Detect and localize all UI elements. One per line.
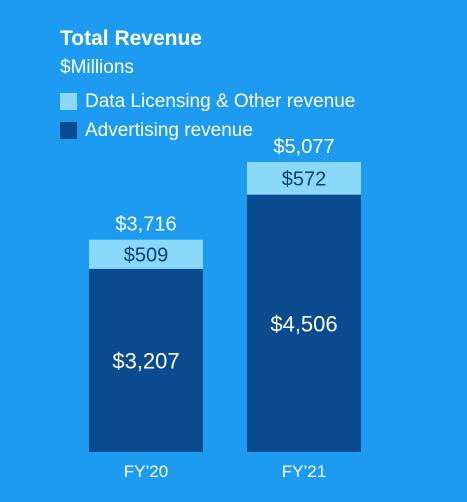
- legend-swatch-data-licensing: [60, 93, 77, 110]
- chart-legend: Data Licensing & Other revenue Advertisi…: [60, 89, 355, 147]
- legend-item-data-licensing: Data Licensing & Other revenue: [60, 89, 355, 114]
- bar-advertising: [247, 194, 361, 452]
- legend-label-advertising: Advertising revenue: [85, 119, 253, 141]
- bar-label-data-licensing: $509: [124, 244, 169, 266]
- x-tick-label: FY’21: [282, 462, 326, 481]
- bar-label-advertising: $4,506: [270, 311, 337, 336]
- bar-data-licensing: [89, 239, 203, 269]
- chart-header: Total Revenue $Millions: [60, 26, 202, 80]
- legend-label-data-licensing: Data Licensing & Other revenue: [85, 90, 356, 112]
- bar-label-advertising: $3,207: [112, 348, 179, 373]
- x-tick-label: FY’20: [124, 462, 168, 481]
- bar-data-licensing: [247, 161, 361, 195]
- bar-label-data-licensing: $572: [282, 168, 327, 190]
- bar-total-label: $5,077: [273, 136, 334, 158]
- chart-subtitle: $Millions: [60, 57, 134, 78]
- legend-item-advertising: Advertising revenue: [60, 118, 355, 143]
- bar-advertising: [89, 268, 203, 452]
- bar-total-label: $3,716: [115, 214, 176, 236]
- legend-swatch-advertising: [60, 122, 77, 139]
- chart-title: Total Revenue: [60, 27, 202, 50]
